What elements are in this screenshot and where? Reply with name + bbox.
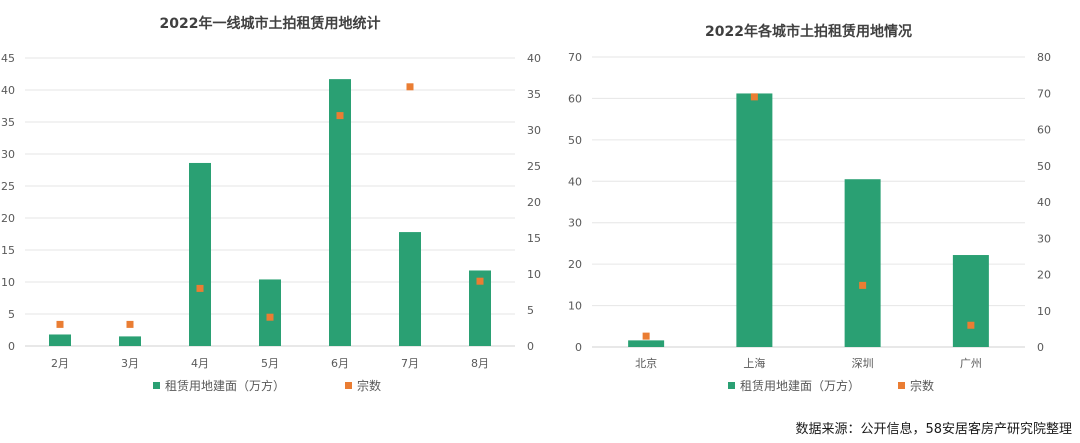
chart1-legend-marker-label: 宗数 xyxy=(357,378,381,393)
chart2-category-label: 深圳 xyxy=(852,357,874,370)
chart1-left-tick-label: 25 xyxy=(1,180,15,193)
chart1-bar xyxy=(119,336,141,346)
chart1-bar xyxy=(259,279,281,346)
chart1-category-label: 7月 xyxy=(401,357,419,370)
chart1-right-tick-label: 35 xyxy=(527,88,541,101)
chart1-bar xyxy=(399,232,421,346)
chart1-legend-bar-label: 租赁用地建面（万方） xyxy=(165,378,285,393)
chart2-legend-bar-swatch xyxy=(728,382,735,389)
chart1-title: 2022年一线城市土拍租赁用地统计 xyxy=(160,15,381,32)
chart2-left-tick-label: 20 xyxy=(568,258,582,271)
chart1-category-label: 8月 xyxy=(471,357,489,370)
chart2-right-tick-label: 0 xyxy=(1037,341,1044,354)
chart1-bar xyxy=(329,79,351,347)
chart2-left-tick-label: 10 xyxy=(568,300,582,313)
chart2-category-label: 上海 xyxy=(743,356,765,370)
chart1-category-label: 3月 xyxy=(121,357,139,370)
chart2-right-tick-label: 30 xyxy=(1037,232,1051,245)
chart2-right-tick-label: 80 xyxy=(1037,51,1051,64)
chart1-left-tick-label: 20 xyxy=(1,212,15,225)
chart1-left-tick-label: 40 xyxy=(1,84,15,97)
chart2-category-label: 广州 xyxy=(960,357,982,370)
chart2-left-tick-label: 50 xyxy=(568,134,582,147)
chart1-right-tick-label: 5 xyxy=(527,304,534,317)
chart2-left-tick-label: 60 xyxy=(568,92,582,105)
chart2-bar xyxy=(952,255,989,347)
chart1-right-tick-label: 30 xyxy=(527,124,541,137)
chart2-marker xyxy=(750,93,758,101)
chart1-bar xyxy=(189,162,211,346)
chart2-right-tick-label: 70 xyxy=(1037,87,1051,100)
chart2-left-tick-label: 0 xyxy=(575,341,582,354)
chart1-category-label: 4月 xyxy=(191,357,209,370)
chart2-right-tick-label: 10 xyxy=(1037,305,1051,318)
chart2-bar xyxy=(844,179,881,347)
chart1-left-tick-label: 0 xyxy=(8,340,15,353)
chart1-bar xyxy=(469,270,491,346)
chart2-bar xyxy=(628,340,665,347)
chart1-marker xyxy=(406,83,414,91)
chart1-category-label: 2月 xyxy=(51,357,69,370)
chart1-marker xyxy=(196,284,204,292)
chart2-left-tick-label: 70 xyxy=(568,51,582,64)
chart1-category-label: 6月 xyxy=(331,357,349,370)
chart2-bar xyxy=(736,93,773,347)
chart2-marker xyxy=(859,281,867,289)
chart1-right-tick-label: 0 xyxy=(527,340,534,353)
chart1-bar xyxy=(49,334,71,346)
chart1-left-tick-label: 15 xyxy=(1,244,15,257)
chart2-right-tick-label: 20 xyxy=(1037,269,1051,282)
chart1-marker xyxy=(266,313,274,321)
chart2-marker xyxy=(967,321,975,329)
chart1-legend-marker-swatch xyxy=(345,382,352,389)
chart1-right-tick-label: 10 xyxy=(527,268,541,281)
chart1-marker xyxy=(476,277,484,285)
chart2-left-tick-label: 30 xyxy=(568,217,582,230)
chart1-left-tick-label: 10 xyxy=(1,276,15,289)
chart1-left-tick-label: 5 xyxy=(8,308,15,321)
chart1-marker xyxy=(126,320,134,328)
source-note: 数据来源：公开信息，58安居客房产研究院整理 xyxy=(795,422,1072,437)
chart2-right-tick-label: 40 xyxy=(1037,196,1051,209)
chart1-marker xyxy=(56,320,64,328)
chart1-left-tick-label: 45 xyxy=(1,52,15,65)
chart2-legend-bar-label: 租赁用地建面（万方） xyxy=(740,378,860,393)
chart1-right-tick-label: 25 xyxy=(527,160,541,173)
chart2-legend-marker-swatch xyxy=(898,382,905,389)
chart2-title: 2022年各城市土拍租赁用地情况 xyxy=(705,23,912,40)
chart2-left-tick-label: 40 xyxy=(568,175,582,188)
chart2-category-label: 北京 xyxy=(635,356,657,370)
chart1-right-tick-label: 20 xyxy=(527,196,541,209)
chart1-legend-bar-swatch xyxy=(153,382,160,389)
chart1-category-label: 5月 xyxy=(261,357,279,370)
chart2-right-tick-label: 60 xyxy=(1037,124,1051,137)
chart1-right-tick-label: 15 xyxy=(527,232,541,245)
chart1-right-tick-label: 40 xyxy=(527,52,541,65)
chart2-right-tick-label: 50 xyxy=(1037,160,1051,173)
chart2-legend-marker-label: 宗数 xyxy=(910,378,934,393)
chart2-marker xyxy=(642,332,650,340)
chart1-left-tick-label: 30 xyxy=(1,148,15,161)
chart1-left-tick-label: 35 xyxy=(1,116,15,129)
chart1-marker xyxy=(336,112,344,120)
